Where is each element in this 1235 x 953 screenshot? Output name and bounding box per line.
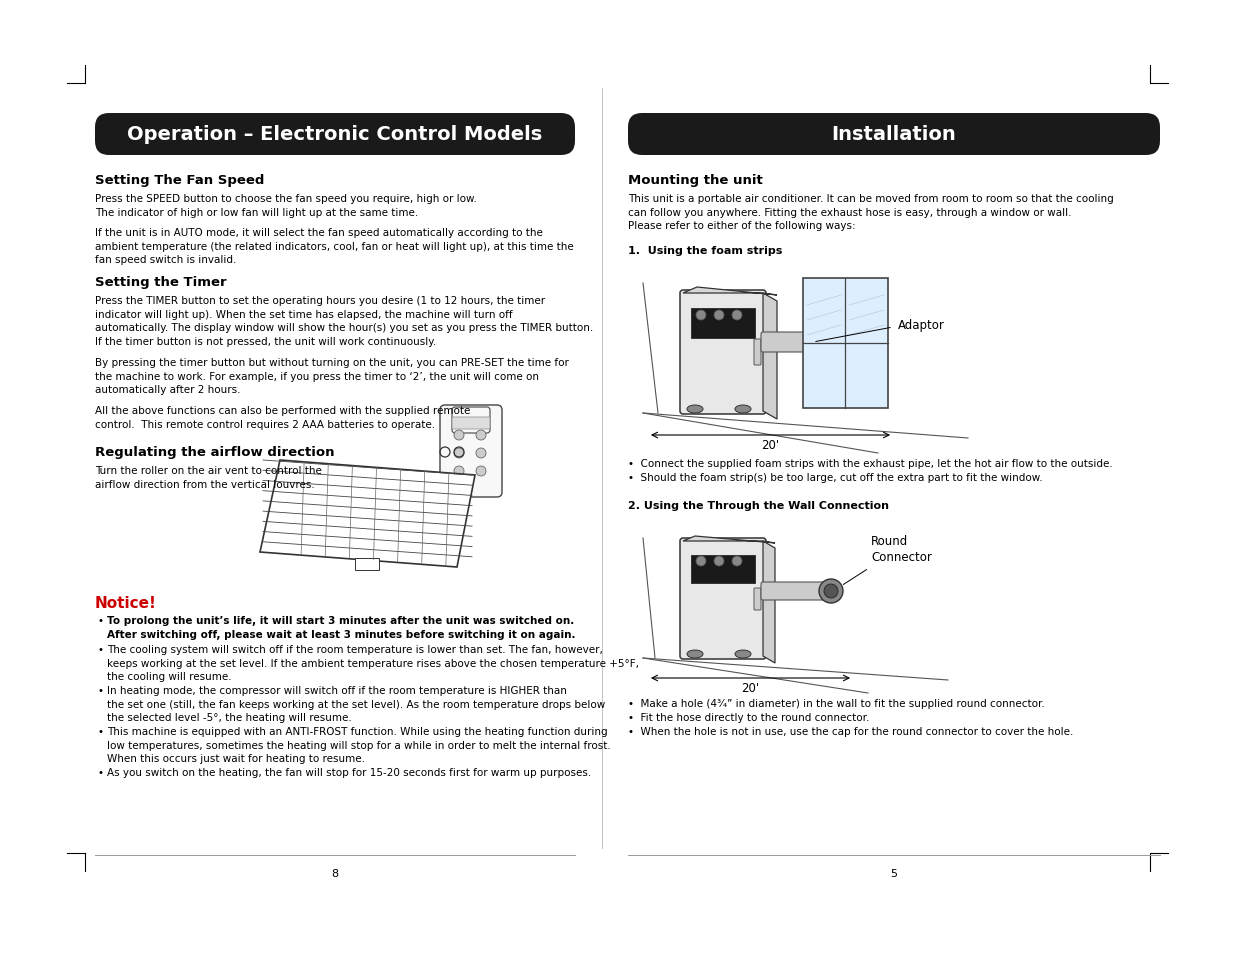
Text: Setting the Timer: Setting the Timer: [95, 275, 227, 289]
Circle shape: [732, 311, 742, 320]
Text: •: •: [98, 685, 103, 696]
FancyBboxPatch shape: [803, 278, 888, 409]
Text: •: •: [98, 616, 103, 625]
Circle shape: [819, 579, 844, 603]
FancyBboxPatch shape: [354, 558, 379, 571]
Text: 2. Using the Through the Wall Connection: 2. Using the Through the Wall Connection: [629, 500, 889, 511]
Circle shape: [454, 431, 464, 440]
FancyBboxPatch shape: [761, 333, 820, 353]
Text: •  Fit the hose directly to the round connector.: • Fit the hose directly to the round con…: [629, 712, 869, 722]
Circle shape: [697, 557, 706, 566]
Text: Press the TIMER button to set the operating hours you desire (1 to 12 hours, the: Press the TIMER button to set the operat…: [95, 295, 593, 347]
Text: •: •: [98, 726, 103, 737]
Text: •: •: [98, 644, 103, 655]
Text: Mounting the unit: Mounting the unit: [629, 173, 763, 187]
Text: 8: 8: [331, 868, 338, 878]
Polygon shape: [261, 460, 475, 567]
Text: By pressing the timer button but without turning on the unit, you can PRE-SET th: By pressing the timer button but without…: [95, 357, 569, 395]
Text: 20': 20': [762, 438, 779, 452]
Text: 20': 20': [741, 681, 760, 695]
Circle shape: [475, 449, 487, 458]
Text: Press the SPEED button to choose the fan speed you require, high or low.
The ind: Press the SPEED button to choose the fan…: [95, 193, 477, 217]
Polygon shape: [683, 288, 777, 295]
FancyBboxPatch shape: [692, 556, 755, 583]
Text: 1.  Using the foam strips: 1. Using the foam strips: [629, 246, 783, 255]
Text: 5: 5: [890, 868, 898, 878]
Circle shape: [732, 557, 742, 566]
FancyBboxPatch shape: [452, 417, 490, 430]
Text: •  Make a hole (4³⁄₄” in diameter) in the wall to fit the supplied round connect: • Make a hole (4³⁄₄” in diameter) in the…: [629, 699, 1045, 708]
Text: Turn the roller on the air vent to control the
airflow direction from the vertic: Turn the roller on the air vent to contr…: [95, 465, 322, 489]
FancyBboxPatch shape: [680, 538, 766, 659]
Text: To prolong the unit’s life, it will start 3 minutes after the unit was switched : To prolong the unit’s life, it will star…: [107, 616, 576, 639]
Text: As you switch on the heating, the fan will stop for 15-20 seconds first for warm: As you switch on the heating, the fan wi…: [107, 767, 592, 778]
Text: •  Connect the supplied foam strips with the exhaust pipe, let the hot air flow : • Connect the supplied foam strips with …: [629, 458, 1113, 469]
FancyBboxPatch shape: [440, 406, 501, 497]
Circle shape: [697, 311, 706, 320]
Ellipse shape: [735, 406, 751, 414]
Text: Round
Connector: Round Connector: [871, 535, 932, 563]
FancyBboxPatch shape: [680, 291, 766, 415]
Text: This machine is equipped with an ANTI-FROST function. While using the heating fu: This machine is equipped with an ANTI-FR…: [107, 726, 611, 763]
Text: •  Should the foam strip(s) be too large, cut off the extra part to fit the wind: • Should the foam strip(s) be too large,…: [629, 473, 1042, 482]
Text: Regulating the airflow direction: Regulating the airflow direction: [95, 446, 335, 458]
Text: The cooling system will switch off if the room temperature is lower than set. Th: The cooling system will switch off if th…: [107, 644, 638, 681]
Polygon shape: [763, 294, 777, 419]
FancyBboxPatch shape: [452, 408, 490, 434]
FancyBboxPatch shape: [755, 339, 761, 366]
Text: Adaptor: Adaptor: [898, 318, 945, 331]
FancyBboxPatch shape: [755, 588, 761, 610]
Ellipse shape: [687, 406, 703, 414]
Text: Installation: Installation: [831, 126, 956, 144]
FancyBboxPatch shape: [761, 582, 825, 600]
Text: If the unit is in AUTO mode, it will select the fan speed automatically accordin: If the unit is in AUTO mode, it will sel…: [95, 228, 574, 265]
Ellipse shape: [687, 650, 703, 659]
Circle shape: [454, 467, 464, 476]
Circle shape: [824, 584, 839, 598]
Text: Setting The Fan Speed: Setting The Fan Speed: [95, 173, 264, 187]
FancyBboxPatch shape: [692, 309, 755, 338]
Text: •: •: [98, 767, 103, 778]
Polygon shape: [763, 541, 776, 663]
Polygon shape: [683, 537, 776, 543]
Text: All the above functions can also be performed with the supplied remote
control. : All the above functions can also be perf…: [95, 406, 471, 429]
Text: Notice!: Notice!: [95, 596, 157, 610]
Circle shape: [714, 311, 724, 320]
Ellipse shape: [735, 650, 751, 659]
Circle shape: [454, 449, 464, 458]
Text: This unit is a portable air conditioner. It can be moved from room to room so th: This unit is a portable air conditioner.…: [629, 193, 1114, 231]
Text: In heating mode, the compressor will switch off if the room temperature is HIGHE: In heating mode, the compressor will swi…: [107, 685, 605, 722]
FancyBboxPatch shape: [95, 113, 576, 156]
Circle shape: [475, 431, 487, 440]
Text: •  When the hole is not in use, use the cap for the round connector to cover the: • When the hole is not in use, use the c…: [629, 726, 1073, 737]
Circle shape: [714, 557, 724, 566]
Circle shape: [475, 467, 487, 476]
FancyBboxPatch shape: [629, 113, 1160, 156]
Text: Operation – Electronic Control Models: Operation – Electronic Control Models: [127, 126, 542, 144]
